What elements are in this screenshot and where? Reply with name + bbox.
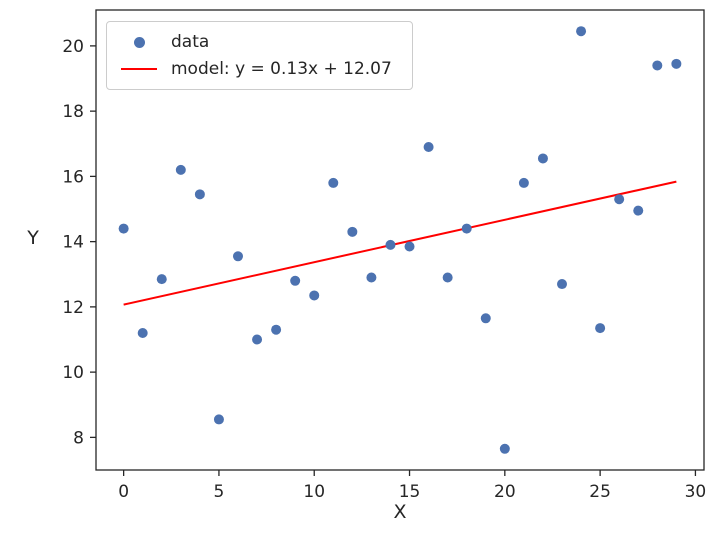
y-tick-label: 18 [62, 102, 84, 122]
legend: data model: y = 0.13x + 12.07 [106, 21, 413, 90]
legend-marker [121, 68, 157, 70]
scatter-point [232, 251, 243, 262]
scatter-point [576, 26, 587, 37]
scatter-point [614, 194, 625, 205]
scatter-point [175, 164, 186, 175]
scatter-point [442, 272, 453, 283]
scatter-point [213, 414, 224, 425]
scatter-point [156, 274, 167, 285]
scatter-point [328, 177, 339, 188]
legend-label-model: model: y = 0.13x + 12.07 [171, 59, 392, 79]
scatter-point [537, 153, 548, 164]
scatter-point [518, 177, 529, 188]
legend-item-model: model: y = 0.13x + 12.07 [121, 59, 392, 79]
scatter-point [633, 205, 644, 216]
line-icon [121, 68, 157, 70]
x-tick-label: 30 [685, 482, 707, 502]
model-line [123, 180, 677, 306]
y-tick-label: 20 [62, 37, 84, 57]
y-tick-label: 16 [62, 167, 84, 187]
scatter-point [423, 142, 434, 153]
x-tick-label: 10 [303, 482, 325, 502]
x-tick-label: 0 [118, 482, 129, 502]
scatter-point [461, 223, 472, 234]
scatter-point [671, 58, 682, 69]
scatter-point [252, 334, 263, 345]
legend-marker [121, 36, 157, 48]
x-tick-label: 20 [494, 482, 516, 502]
scatter-point [499, 443, 510, 454]
legend-label-data: data [171, 32, 210, 52]
scatter-point [595, 323, 606, 334]
scatter-point [404, 241, 415, 252]
x-tick-label: 25 [589, 482, 611, 502]
scatter-point [652, 60, 663, 71]
scatter-point [385, 239, 396, 250]
scatter-point [271, 324, 282, 335]
legend-item-data: data [121, 32, 392, 52]
y-tick-label: 8 [73, 428, 84, 448]
plot-border [95, 9, 705, 471]
scatter-point [290, 275, 301, 286]
y-tick-label: 12 [62, 298, 84, 318]
x-tick-label: 15 [399, 482, 421, 502]
scatter-point [309, 290, 320, 301]
x-tick-label: 5 [214, 482, 225, 502]
scatter-point [137, 327, 148, 338]
y-axis-label: Y [27, 227, 39, 249]
scatter-point [366, 272, 377, 283]
y-tick-label: 14 [62, 233, 84, 253]
scatter-point [347, 226, 358, 237]
scatter-point [118, 223, 129, 234]
scatter-point [480, 313, 491, 324]
scatter-point [194, 189, 205, 200]
scatter-dot-icon [133, 36, 145, 48]
x-axis-label: X [393, 501, 407, 523]
y-tick-label: 10 [62, 363, 84, 383]
scatter-point [557, 279, 568, 290]
